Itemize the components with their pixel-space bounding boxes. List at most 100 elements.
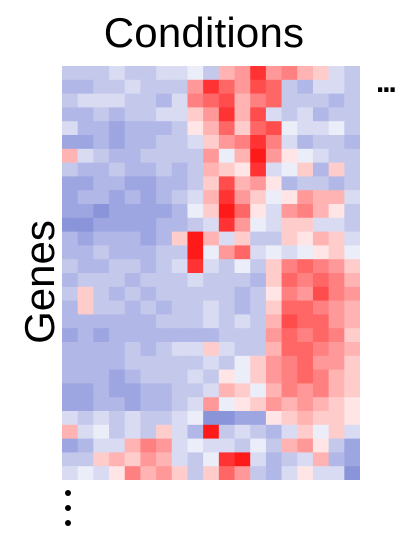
- heatmap-cell: [328, 424, 345, 440]
- heatmap-cell: [265, 328, 283, 343]
- heatmap-cell: [62, 273, 79, 288]
- heatmap-cell: [171, 286, 188, 302]
- heatmap-cell: [250, 286, 267, 302]
- heatmap-cell: [156, 300, 173, 315]
- heatmap-cell: [62, 328, 79, 343]
- heatmap-cell: [62, 300, 79, 315]
- heatmap-cell: [93, 245, 110, 260]
- heatmap-cell: [187, 107, 204, 122]
- heatmap-cell: [109, 452, 126, 467]
- heatmap-cell: [62, 383, 79, 398]
- heatmap-cell: [344, 466, 360, 480]
- heatmap-cell: [265, 79, 283, 95]
- heatmap-cell: [312, 148, 330, 164]
- heatmap-cell: [62, 217, 79, 233]
- heatmap-cell: [171, 148, 188, 164]
- heatmap-cell: [265, 411, 283, 426]
- heatmap-cell: [250, 411, 267, 426]
- heatmap-cell: [187, 190, 204, 205]
- heatmap-cell: [62, 314, 79, 329]
- heatmap-cell: [124, 273, 141, 288]
- heatmap-cell: [124, 121, 141, 136]
- heatmap-cell: [250, 190, 267, 205]
- heatmap-cell: [218, 397, 236, 412]
- heatmap-cell: [234, 231, 251, 246]
- heatmap-cell: [187, 300, 204, 315]
- heatmap-cell: [171, 79, 188, 95]
- heatmap-cell: [156, 411, 173, 426]
- heatmap-cell: [312, 162, 330, 177]
- heatmap-cell: [109, 369, 126, 384]
- heatmap-cell: [171, 204, 188, 219]
- heatmap-cell: [109, 107, 126, 122]
- heatmap-cell: [281, 121, 298, 136]
- heatmap-cell: [109, 245, 126, 260]
- heatmap-cell: [203, 176, 220, 191]
- heatmap-cell: [297, 369, 314, 384]
- heatmap-cell: [250, 342, 267, 357]
- heatmap-cell: [218, 300, 236, 315]
- heatmap-cell: [250, 397, 267, 412]
- heatmap-cell: [281, 466, 298, 480]
- heatmap-cell: [281, 190, 298, 205]
- heatmap-cell: [203, 190, 220, 205]
- heatmap-cell: [156, 217, 173, 233]
- heatmap-cell: [93, 286, 110, 302]
- heatmap-cell: [77, 355, 94, 371]
- heatmap-cell: [265, 438, 283, 453]
- heatmap-cell: [109, 217, 126, 233]
- heatmap-cell: [156, 190, 173, 205]
- heatmap-cell: [281, 107, 298, 122]
- heatmap-cell: [140, 466, 157, 480]
- heatmap-cell: [297, 204, 314, 219]
- heatmap-cell: [265, 369, 283, 384]
- heatmap-cell: [156, 452, 173, 467]
- heatmap-cell: [93, 300, 110, 315]
- heatmap-cell: [281, 328, 298, 343]
- heatmap-cell: [124, 204, 141, 219]
- heatmap-cell: [187, 231, 204, 246]
- heatmap-cell: [124, 245, 141, 260]
- heatmap-cell: [312, 273, 330, 288]
- heatmap-cell: [187, 466, 204, 480]
- heatmap-cell: [109, 204, 126, 219]
- heatmap-cell: [234, 411, 251, 426]
- heatmap-cell: [62, 466, 79, 480]
- heatmap-cell: [218, 273, 236, 288]
- heatmap-cell: [140, 452, 157, 467]
- heatmap-cell: [344, 355, 360, 371]
- heatmap-cell: [265, 204, 283, 219]
- heatmap-cell: [344, 79, 360, 95]
- heatmap-cell: [140, 162, 157, 177]
- heatmap-cell: [203, 66, 220, 81]
- heatmap-cell: [156, 204, 173, 219]
- heatmap-cell: [312, 176, 330, 191]
- heatmap-cell: [93, 79, 110, 95]
- heatmap-cell: [140, 121, 157, 136]
- heatmap-cell: [203, 286, 220, 302]
- heatmap-cell: [171, 245, 188, 260]
- heatmap-cell: [203, 438, 220, 453]
- heatmap-cell: [297, 79, 314, 95]
- heatmap-cell: [93, 259, 110, 274]
- heatmap-cell: [77, 107, 94, 122]
- heatmap-cell: [312, 466, 330, 480]
- heatmap-cell: [156, 176, 173, 191]
- heatmap-cell: [62, 204, 79, 219]
- heatmap-cell: [250, 328, 267, 343]
- heatmap-cell: [140, 369, 157, 384]
- heatmap-cell: [93, 328, 110, 343]
- heatmap-cell: [109, 148, 126, 164]
- heatmap-cell: [265, 286, 283, 302]
- heatmap-cell: [312, 452, 330, 467]
- heatmap-cell: [77, 397, 94, 412]
- heatmap-cell: [328, 411, 345, 426]
- heatmap-cell: [297, 93, 314, 108]
- heatmap-cell: [156, 286, 173, 302]
- heatmap-cell: [328, 342, 345, 357]
- heatmap-cell: [171, 466, 188, 480]
- heatmap-cell: [281, 66, 298, 81]
- heatmap-cell: [297, 245, 314, 260]
- heatmap-cell: [187, 438, 204, 453]
- heatmap-cell: [218, 135, 236, 150]
